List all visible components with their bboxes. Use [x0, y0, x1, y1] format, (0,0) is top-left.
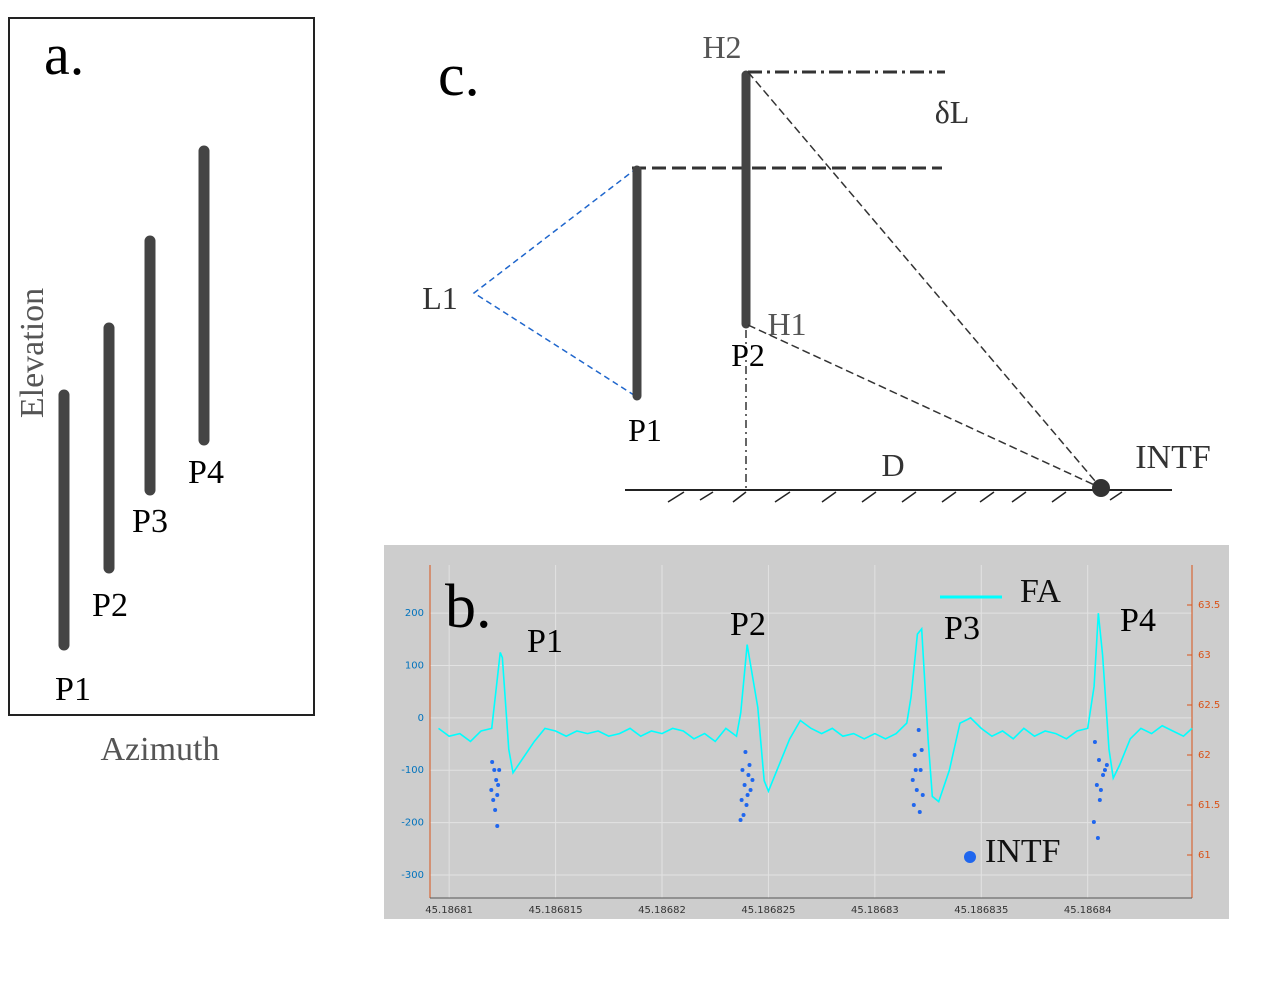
bar-label: P2	[731, 337, 765, 373]
scatter-point	[1092, 740, 1097, 744]
y-tick-label: 100	[405, 661, 424, 672]
y2-tick-label: 62.5	[1198, 700, 1220, 711]
x-tick-label: 45.18683	[851, 905, 899, 916]
y-tick-label: -300	[401, 870, 424, 881]
panel-c-diagram	[472, 70, 1172, 503]
y-tick-label: -100	[401, 765, 424, 776]
annotation: P1	[527, 623, 563, 660]
scatter-point	[744, 803, 749, 807]
scatter-point	[492, 768, 497, 772]
y2-tick-label: 61	[1198, 850, 1211, 861]
y-tick-label: -200	[401, 818, 424, 829]
annotation: P2	[730, 606, 766, 643]
panel-label: c.	[438, 42, 480, 108]
scatter-point	[920, 793, 925, 797]
offset-label: δL	[935, 94, 970, 130]
scatter-point	[489, 788, 494, 792]
y2-tick-label: 63.5	[1198, 600, 1220, 611]
scatter-point	[496, 783, 501, 787]
scatter-point	[497, 768, 502, 772]
x-tick-label: 45.18681	[425, 905, 473, 916]
line-series	[438, 613, 1193, 804]
legend-marker	[964, 851, 976, 863]
scatter-point	[750, 778, 755, 782]
distance-label: D	[881, 447, 904, 483]
scatter-point	[748, 788, 753, 792]
scatter-point	[1102, 768, 1107, 772]
scatter-point	[742, 783, 747, 787]
annotation: P3	[944, 610, 980, 647]
scatter-point	[1091, 820, 1096, 824]
panel-a-bars	[58, 145, 210, 651]
scatter-point	[918, 768, 923, 772]
scatter-point	[745, 793, 750, 797]
x-tick-label: 45.18684	[1064, 905, 1112, 916]
bar-label: P1	[628, 412, 662, 448]
y-tick-label: 0	[418, 713, 424, 724]
y2-tick-label: 62	[1198, 750, 1211, 761]
axis-label: Elevation	[14, 288, 51, 418]
scatter-point	[741, 813, 746, 817]
x-tick-label: 45.186835	[954, 905, 1008, 916]
chart: 45.18681 45.186815 45.18682 45.186825 45.186…	[401, 565, 1220, 916]
scatter-point	[916, 728, 921, 732]
scatter-point	[1096, 758, 1101, 762]
point-label: H2	[702, 29, 741, 65]
axis-label: Azimuth	[101, 731, 220, 768]
scatter-point	[1101, 773, 1106, 777]
scatter-point	[743, 750, 748, 754]
scatter-point	[914, 788, 919, 792]
bar-label: P3	[132, 503, 168, 540]
point-label: H1	[767, 306, 806, 342]
scatter-point	[1094, 783, 1099, 787]
scatter-point	[917, 810, 922, 814]
scatter-point	[494, 778, 499, 782]
scatter-point	[495, 793, 500, 797]
annotation: P4	[1120, 602, 1156, 639]
scatter-point	[913, 768, 918, 772]
legend-label: INTF	[985, 833, 1061, 870]
panel-label: a.	[44, 22, 84, 87]
scatter-point	[740, 768, 745, 772]
scatter-point	[911, 803, 916, 807]
scatter-point	[1097, 798, 1102, 802]
scatter-point	[1098, 788, 1103, 792]
scatter-point	[747, 763, 752, 767]
scatter-point	[495, 824, 500, 828]
y-tick-label: 200	[405, 608, 424, 619]
x-tick-label: 45.186815	[529, 905, 583, 916]
scatter-point	[739, 798, 744, 802]
scatter-point	[493, 808, 498, 812]
scatter-point	[1095, 836, 1100, 840]
bar-label: P2	[92, 587, 128, 624]
x-tick-label: 45.18682	[638, 905, 686, 916]
panel-label: b.	[445, 573, 492, 641]
station-label: INTF	[1135, 439, 1211, 476]
scatter-point	[1104, 763, 1109, 767]
scatter-point	[919, 748, 924, 752]
legend-label: FA	[1020, 573, 1061, 610]
leader-label: L1	[422, 280, 458, 316]
x-tick-label: 45.186825	[741, 905, 795, 916]
panel-a-frame	[8, 17, 315, 716]
y2-tick-label: 61.5	[1198, 800, 1220, 811]
scatter-point	[490, 760, 495, 764]
bar-label: P4	[188, 454, 224, 491]
scatter-point	[746, 773, 751, 777]
scatter-point	[910, 778, 915, 782]
scatter-point	[738, 818, 743, 822]
scatter-point	[912, 753, 917, 757]
scatter-point	[491, 798, 496, 802]
y2-tick-label: 63	[1198, 650, 1211, 661]
bar-label: P1	[55, 671, 91, 708]
